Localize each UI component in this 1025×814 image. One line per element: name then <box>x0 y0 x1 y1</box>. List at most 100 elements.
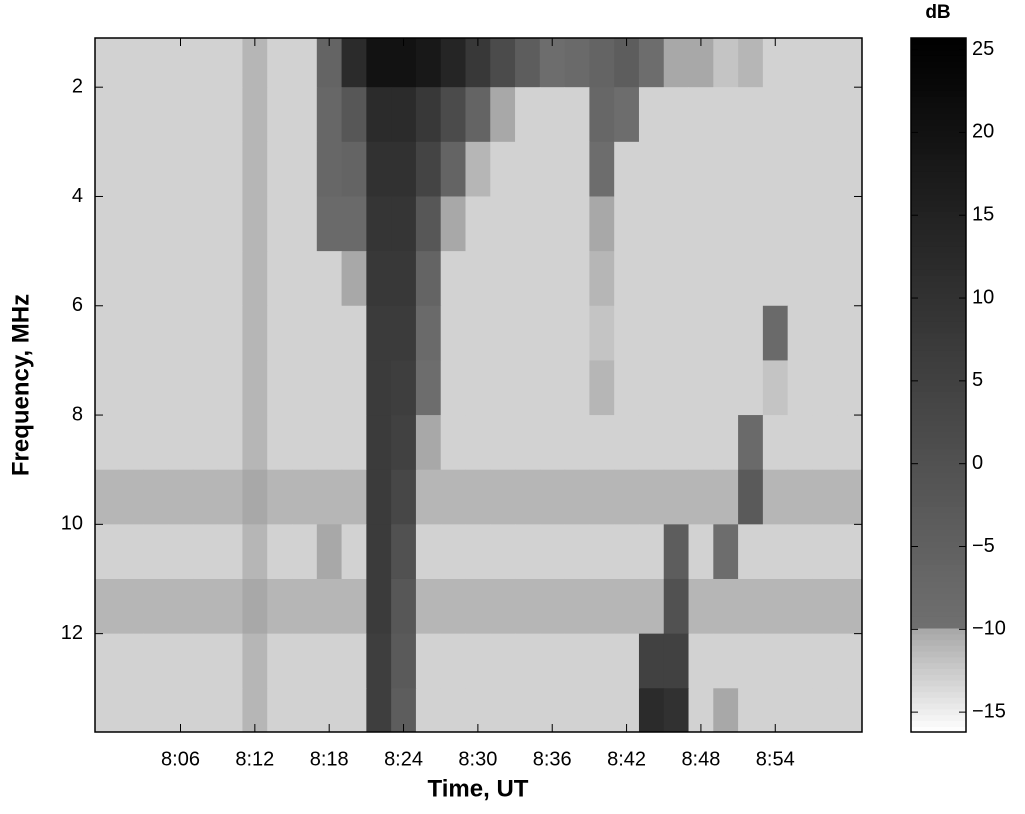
heatmap-cell <box>490 688 516 732</box>
colorbar-step <box>911 662 966 669</box>
heatmap-cell <box>564 360 590 416</box>
colorbar-step <box>911 570 966 577</box>
heatmap-cell <box>341 633 367 689</box>
colorbar-step <box>911 332 966 340</box>
colorbar-step <box>911 228 966 236</box>
heatmap-cell <box>415 141 442 197</box>
colorbar-step <box>911 251 966 259</box>
heatmap-cell <box>316 87 343 143</box>
heatmap-cell <box>663 87 690 143</box>
colorbar-step <box>911 685 966 693</box>
heatmap-cell <box>465 360 491 416</box>
heatmap-cell <box>366 360 392 416</box>
heatmap-cell <box>440 87 466 143</box>
colorbar-step <box>911 275 966 282</box>
colorbar-step <box>911 350 966 357</box>
heatmap-cell <box>490 415 516 471</box>
heatmap-cell <box>663 305 690 361</box>
colorbar-step <box>911 390 966 398</box>
heatmap-cell <box>738 38 764 88</box>
heatmap-cell <box>366 38 392 88</box>
heatmap-cell <box>391 415 417 471</box>
heatmap-cell <box>118 38 144 88</box>
colorbar-step <box>911 101 966 108</box>
heatmap-cell <box>366 305 392 361</box>
heatmap-cell <box>341 196 367 252</box>
heatmap-cell <box>638 578 665 635</box>
heatmap-cell <box>688 633 714 689</box>
heatmap-cell <box>539 633 566 689</box>
heatmap-cell <box>168 360 194 416</box>
heatmap-cell <box>837 87 862 143</box>
heatmap-cell <box>589 688 615 732</box>
heatmap-cell <box>118 415 144 471</box>
colorbar-step <box>911 587 966 594</box>
heatmap-cell <box>192 469 219 525</box>
y-tick-label: 8 <box>72 403 83 425</box>
heatmap-cell <box>316 578 343 635</box>
colorbar-step <box>911 454 966 461</box>
heatmap-cell <box>638 87 665 143</box>
heatmap-cell <box>589 360 615 416</box>
heatmap-cell <box>242 469 268 525</box>
heatmap-cell <box>415 469 442 525</box>
heatmap-cell <box>292 196 318 252</box>
heatmap-cell <box>812 38 838 88</box>
y-tick-label: 2 <box>72 75 83 97</box>
heatmap-cell <box>292 633 318 689</box>
heatmap-cell <box>812 251 838 307</box>
colorbar-step <box>911 280 966 288</box>
heatmap-cell <box>168 87 194 143</box>
heatmap-cell <box>95 524 120 580</box>
heatmap-cell <box>341 524 367 580</box>
heatmap-cell <box>738 578 764 635</box>
heatmap-cell <box>490 141 516 197</box>
heatmap-cell <box>366 87 392 143</box>
colorbar-step <box>911 338 966 346</box>
heatmap-cell <box>713 469 739 525</box>
colorbar-step <box>911 546 966 554</box>
heatmap-cell <box>440 305 466 361</box>
colorbar-tick-label: 5 <box>972 369 983 391</box>
heatmap-cell <box>465 196 491 252</box>
heatmap-cell <box>95 633 120 689</box>
heatmap-cell <box>762 415 789 471</box>
colorbar-step <box>911 714 966 722</box>
heatmap-cell <box>391 38 417 88</box>
heatmap-cell <box>614 688 640 732</box>
heatmap-cell <box>614 141 640 197</box>
heatmap-cell <box>614 360 640 416</box>
heatmap-cell <box>217 688 243 732</box>
colorbar-step <box>911 379 966 386</box>
heatmap-cell <box>267 688 293 732</box>
heatmap-cell <box>614 251 640 307</box>
heatmap-cell <box>663 633 690 689</box>
heatmap-cell <box>242 688 268 732</box>
heatmap-cell <box>515 469 541 525</box>
x-tick-label: 8:48 <box>681 748 720 770</box>
colorbar-step <box>911 575 966 583</box>
heatmap-cell <box>168 688 194 732</box>
heatmap-cell <box>688 38 714 88</box>
heatmap-cell <box>415 524 442 580</box>
colorbar-step <box>911 564 966 571</box>
colorbar-step <box>911 61 966 68</box>
heatmap-cell <box>713 524 739 580</box>
heatmap-cell <box>812 524 838 580</box>
heatmap-cell <box>415 688 442 732</box>
heatmap-cell <box>762 141 789 197</box>
heatmap-cell <box>267 196 293 252</box>
colorbar-step <box>911 223 966 230</box>
heatmap-cell <box>589 251 615 307</box>
colorbar-step <box>911 298 966 305</box>
colorbar-tick-label: −5 <box>972 535 995 557</box>
colorbar-step <box>911 130 966 137</box>
colorbar-step <box>911 246 966 253</box>
colorbar-step <box>911 194 966 201</box>
heatmap-cell <box>837 305 862 361</box>
colorbar-step <box>911 460 966 467</box>
heatmap-cell <box>564 578 590 635</box>
heatmap-cell <box>738 141 764 197</box>
heatmap-cell <box>292 38 318 88</box>
